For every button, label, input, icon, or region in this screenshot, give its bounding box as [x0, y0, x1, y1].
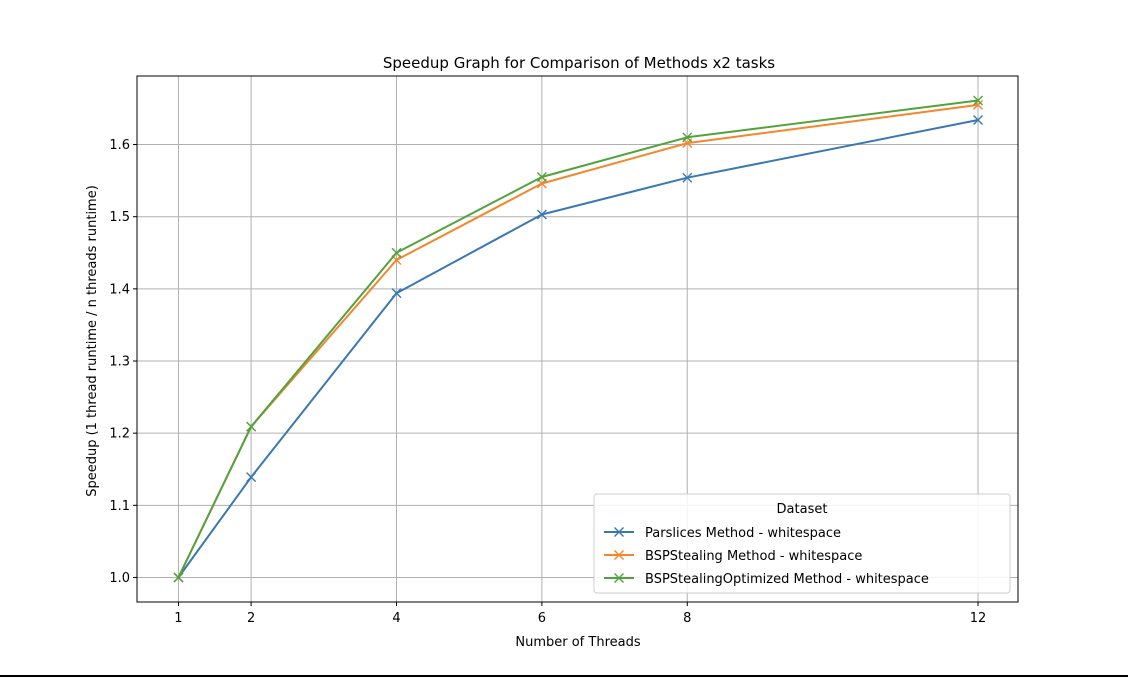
x-tick-label: 2 — [247, 611, 255, 626]
bottom-divider — [0, 675, 1128, 677]
series-line-2 — [177, 99, 979, 578]
data-point — [536, 209, 547, 220]
y-axis-label: Speedup (1 thread runtime / n threads ru… — [85, 185, 100, 497]
legend-marker — [614, 550, 624, 560]
legend-label: BSPStealing Method - whitespace — [645, 549, 862, 564]
y-tick-label: 1.2 — [109, 427, 130, 442]
y-tick-label: 1.5 — [109, 210, 130, 225]
y-tick-label: 1.1 — [109, 499, 130, 514]
x-tick-label: 8 — [683, 611, 691, 626]
y-tick-label: 1.4 — [109, 282, 130, 297]
legend-box — [593, 493, 1011, 594]
plot-frame — [136, 75, 1019, 603]
grid-lines — [137, 76, 1018, 602]
x-tick-label: 12 — [970, 611, 987, 626]
x-axis-label: Number of Threads — [515, 635, 640, 650]
legend-marker — [614, 573, 624, 583]
data-point — [682, 132, 693, 143]
data-point — [246, 472, 257, 483]
legend-marker — [614, 527, 624, 537]
data-point — [391, 288, 402, 299]
y-tick-label: 1.6 — [109, 138, 130, 153]
legend-items: Parslices Method - whitespace BSPStealing… — [604, 526, 929, 587]
data-point — [536, 172, 547, 183]
series-line-0 — [177, 119, 979, 579]
y-tick-label: 1.0 — [109, 571, 130, 586]
legend: Dataset Parslices Method - whitespace BSP… — [593, 493, 1011, 594]
legend-item: BSPStealing Method - whitespace — [604, 549, 862, 564]
legend-item: BSPStealingOptimized Method - whitespace — [604, 572, 929, 587]
y-tick-label: 1.3 — [109, 355, 130, 370]
legend-label: BSPStealingOptimized Method - whitespace — [645, 572, 929, 587]
axis-ticks: 1 2 4 6 8 121.01.11.21.31.41.51.6 — [109, 138, 986, 626]
legend-title: Dataset — [777, 502, 828, 517]
legend-label: Parslices Method - whitespace — [645, 526, 841, 541]
data-point — [391, 247, 402, 258]
data-point — [682, 172, 693, 183]
data-point — [973, 95, 984, 106]
x-tick-label: 1 — [174, 611, 182, 626]
x-tick-label: 4 — [392, 611, 400, 626]
data-point — [973, 115, 984, 126]
data-point — [173, 572, 184, 583]
series-lines — [173, 95, 984, 583]
legend-item: Parslices Method - whitespace — [604, 526, 841, 541]
chart-title: Speedup Graph for Comparison of Methods … — [383, 54, 775, 72]
data-point — [246, 421, 257, 432]
x-tick-label: 6 — [538, 611, 546, 626]
